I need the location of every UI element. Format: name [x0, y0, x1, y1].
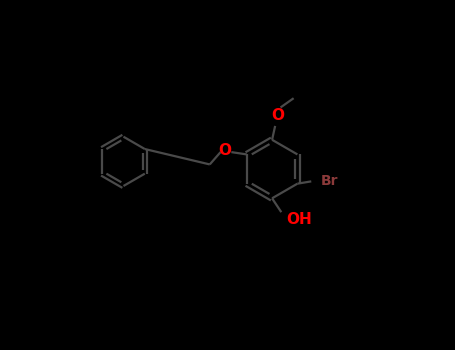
- Text: O: O: [219, 143, 232, 158]
- Text: OH: OH: [286, 212, 312, 228]
- Text: O: O: [272, 108, 285, 122]
- Text: Br: Br: [320, 174, 338, 188]
